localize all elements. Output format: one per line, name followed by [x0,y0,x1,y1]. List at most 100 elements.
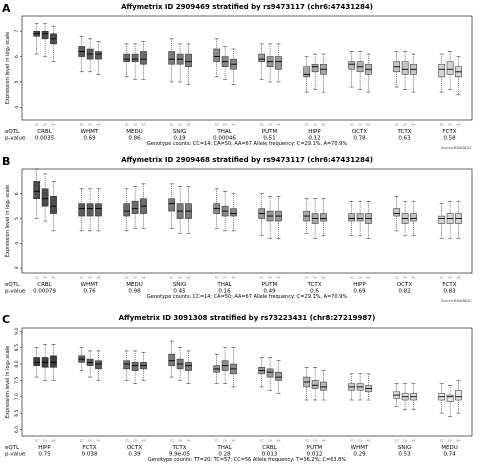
genotype-tick-label: CC [440,439,444,443]
genotype-tick-label: CA [133,123,137,127]
y-tick-label: 8.0 [14,360,20,367]
box-medu [455,389,462,401]
box-putm [275,56,282,70]
box-medu [131,200,139,214]
panel-letter: C [2,313,10,326]
panel-title: Affymetrix ID 2909469 stratified by rs94… [121,3,373,11]
box-snig [185,53,192,67]
genotype-tick-label: CC [170,123,174,127]
box-hipp [356,213,364,222]
genotype-tick-label: CC [125,276,129,280]
y-tick-label: 7.0 [14,393,20,400]
genotype-tick-label: AA [52,123,56,127]
genotype-tick-label: CA [268,439,272,443]
box-hipp [303,66,311,78]
genotype-tick-label: CA [88,439,92,443]
box-thal [230,208,237,217]
pvalue-label: 0.98 [128,289,141,295]
genotype-tick-label: CA [223,276,227,280]
genotype-tick-label: CC [215,123,219,127]
box-tctx [168,353,176,366]
pvalue-label: 0.76 [83,289,96,295]
genotype-tick-label: CA [133,276,137,280]
panel-b: B Affymetrix ID 2909468 stratified by rs9… [2,155,473,303]
genotype-tick-label: CA [268,123,272,127]
box-hipp [50,355,57,368]
category-label: MEDU [441,445,457,451]
category-label: PUTM [262,282,278,288]
genotype-tick-label: CC [80,276,84,280]
box-crbl [50,195,57,214]
genotype-tick-label: CC [350,123,354,127]
y-tick-label: 6.0 [14,426,20,433]
y-tick-label: 7 [14,30,20,33]
box-whmt [86,203,94,217]
genotype-tick-label: CA [178,123,182,127]
genotype-tick-label: CA [43,123,47,127]
box-whmt [78,203,86,217]
genotype-tick-label: CA [313,123,317,127]
genotype-tick-label: CC [305,276,309,280]
genotype-tick-label: CA [448,276,452,280]
genotype-tick-label: AA [97,123,101,127]
box-medu [131,53,139,62]
genotype-tick-label: CA [133,439,137,443]
box-hipp [348,213,356,222]
category-label: WHMT [81,129,99,135]
genotype-tick-label: AA [457,123,461,127]
genotype-tick-label: AA [142,123,146,127]
pvalue-label: 0.49 [263,289,276,295]
pvalue-row-label: p-value [5,452,26,458]
pvalue-label: 0.75 [38,452,51,458]
genotype-tick-label: CC [170,439,174,443]
pvalue-label: 0.00046 [213,136,236,142]
genotype-tick-label: CA [223,123,227,127]
genotype-tick-label: CA [358,123,362,127]
pvalue-label: 0.038 [82,452,98,458]
box-snig [168,51,176,65]
box-putm [320,381,327,391]
genotype-tick-label: AA [277,276,281,280]
box-fctx [438,63,446,78]
genotype-tick-label: CA [358,439,362,443]
pvalue-label: 0.82 [398,289,410,295]
genotype-tick-label: AA [412,439,416,443]
genotype-tick-label: CA [403,276,407,280]
plot-frame [21,168,473,274]
y-tick-label: 8.5 [14,344,20,351]
genotype-tick-label: CC [350,439,354,443]
genotype-footer: Genotype counts: CC=14; CA=50; AA=67 All… [147,294,347,300]
genotype-tick-label: CC [35,123,39,127]
genotype-tick-label: CC [395,123,399,127]
genotype-tick-label: AA [187,123,191,127]
box-crbl [33,181,41,199]
genotype-tick-label: CC [395,276,399,280]
y-tick-label: 6.5 [14,409,20,416]
panel-title: Affymetrix ID 3091308 stratified by rs73… [119,314,376,322]
pvalue-label: 0.78 [353,136,366,142]
pvalue-label: 0.86 [128,136,141,142]
genotype-tick-label: CC [440,123,444,127]
source-label: Source:BRAINEAC [441,146,473,150]
box-crbl [275,371,282,381]
panel-letter: A [2,2,11,15]
genotype-tick-label: AA [232,439,236,443]
box-putm [311,380,319,389]
y-axis-label: Expression level in log₂ scale [5,346,11,418]
plot-frame [21,15,473,121]
category-label: THAL [216,282,232,288]
y-tick-label: 6 [14,192,20,195]
box-tctx [401,61,409,75]
y-tick-label: 7.5 [14,377,20,384]
genotype-tick-label: AA [412,123,416,127]
pvalue-label: 0.83 [443,289,456,295]
genotype-tick-label: CC [260,439,264,443]
box-medu [123,203,131,217]
pvalue-label: 0.74 [443,452,456,458]
category-label: THAL [216,129,232,135]
panel-letter: B [2,155,10,168]
panel-a: A Affymetrix ID 2909469 stratified by rs9… [2,2,473,150]
genotype-tick-label: CC [35,276,39,280]
pvalue-label: 0.58 [443,136,456,142]
